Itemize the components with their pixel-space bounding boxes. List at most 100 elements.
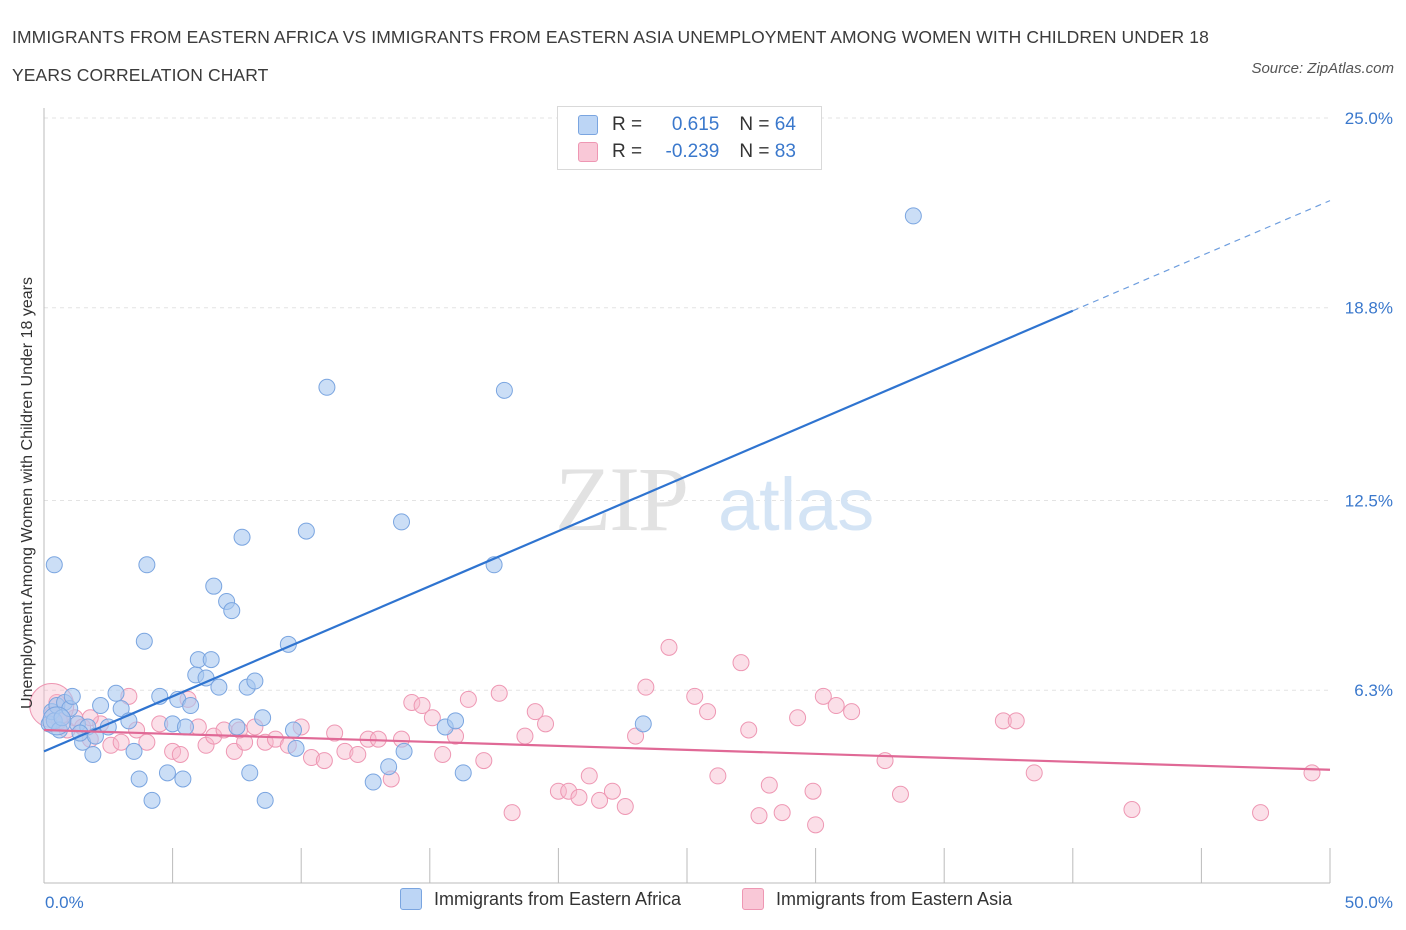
eastern-asia-point xyxy=(843,703,861,721)
y-tick-label: 25.0% xyxy=(1345,109,1393,128)
eastern-africa-point xyxy=(228,718,246,736)
eastern-asia-point xyxy=(807,816,825,834)
eastern-asia-point xyxy=(423,709,441,727)
chart-title: IMMIGRANTS FROM EASTERN AFRICA VS IMMIGR… xyxy=(12,27,1209,85)
eastern-africa-point xyxy=(125,742,143,760)
eastern-africa-point xyxy=(495,381,513,399)
eastern-asia-point xyxy=(256,733,274,751)
axes xyxy=(43,108,1331,884)
eastern-asia-point xyxy=(503,804,521,822)
eastern-asia-point xyxy=(827,697,845,715)
eastern-asia-point xyxy=(326,724,344,742)
eastern-asia-point xyxy=(403,693,421,711)
eastern-asia-point xyxy=(627,727,645,745)
eastern-asia-point xyxy=(699,703,717,721)
eastern-asia-point xyxy=(516,727,534,745)
eastern-asia-point xyxy=(760,776,778,794)
legend-r-label: R = xyxy=(612,114,648,135)
eastern-asia-point xyxy=(804,782,822,800)
legend-row-eastern-africa: R = 0.615 N = 64 xyxy=(578,112,796,138)
eastern-africa-point xyxy=(380,758,398,776)
eastern-africa-point xyxy=(205,577,223,595)
eastern-asia-point xyxy=(549,782,567,800)
eastern-africa-point xyxy=(130,770,148,788)
watermark-atlas: atlas xyxy=(718,463,874,546)
watermark: ZIP atlas xyxy=(555,448,874,550)
series-legend: Immigrants from Eastern Africa Immigrant… xyxy=(0,888,1406,916)
eastern-africa-point xyxy=(138,556,156,574)
x-tick-label: 0.0% xyxy=(45,893,84,912)
eastern-africa-point xyxy=(158,764,176,782)
eastern-africa-point xyxy=(233,528,251,546)
eastern-asia-point xyxy=(459,690,477,708)
legend-label-eastern-africa: Immigrants from Eastern Africa xyxy=(434,888,682,909)
eastern-africa-point xyxy=(284,721,302,739)
legend-n-value: 64 xyxy=(774,114,796,135)
eastern-asia-point xyxy=(434,745,452,763)
eastern-asia-point xyxy=(570,788,588,806)
eastern-asia-point xyxy=(537,715,555,733)
eastern-asia-point xyxy=(413,697,431,715)
eastern-africa-point xyxy=(63,687,81,705)
eastern-asia-point xyxy=(789,709,807,727)
legend-label-eastern-asia: Immigrants from Eastern Asia xyxy=(776,888,1013,909)
eastern-asia-point xyxy=(112,733,130,751)
eastern-asia-point xyxy=(102,736,120,754)
eastern-asia-point xyxy=(1007,712,1025,730)
series-eastern-asia-points xyxy=(29,638,1321,834)
legend-n-value: 83 xyxy=(774,141,796,162)
eastern-africa-point xyxy=(297,522,315,540)
eastern-asia-point xyxy=(591,791,609,809)
eastern-africa-point xyxy=(112,700,130,718)
eastern-asia-point xyxy=(740,721,758,739)
legend-n-label: N = xyxy=(739,141,775,162)
eastern-asia-point xyxy=(637,678,655,696)
eastern-africa-point xyxy=(182,697,200,715)
legend-item-eastern-asia: Immigrants from Eastern Asia xyxy=(742,888,1012,910)
eastern-asia-point xyxy=(1025,764,1043,782)
y-tick-label: 6.3% xyxy=(1354,681,1393,700)
eastern-asia-point xyxy=(994,712,1012,730)
eastern-africa-point xyxy=(246,672,264,690)
tick-labels: 6.3% 12.5% 18.8% 25.0% 0.0% 50.0% xyxy=(45,109,1393,912)
eastern-africa-point xyxy=(92,697,110,715)
trend-line-eastern-africa xyxy=(43,309,1074,753)
eastern-africa-point xyxy=(395,742,413,760)
eastern-africa-point xyxy=(84,745,102,763)
legend-swatch-pink xyxy=(742,888,764,910)
eastern-asia-point xyxy=(616,798,634,815)
eastern-africa-point xyxy=(318,378,336,396)
eastern-asia-point xyxy=(891,785,909,803)
correlation-legend: R = 0.615 N = 64 R = -0.239 N = 83 xyxy=(557,106,822,170)
y-axis-label: Unemployment Among Women with Children U… xyxy=(19,277,36,709)
eastern-africa-point xyxy=(634,715,652,733)
series-eastern-africa-points xyxy=(40,207,922,809)
x-tick-label: 50.0% xyxy=(1345,893,1393,912)
eastern-africa-point xyxy=(287,739,305,757)
eastern-asia-point xyxy=(732,654,750,672)
legend-swatch-blue xyxy=(578,115,598,135)
y-tick-label: 12.5% xyxy=(1345,492,1393,511)
eastern-africa-point xyxy=(364,773,382,791)
eastern-asia-point xyxy=(773,804,791,822)
source-label: Source: ZipAtlas.com xyxy=(1251,60,1394,77)
eastern-africa-point xyxy=(393,513,411,531)
eastern-africa-point xyxy=(174,770,192,788)
legend-r-label: R = xyxy=(612,141,648,162)
eastern-africa-point xyxy=(904,207,922,225)
eastern-asia-point xyxy=(349,745,367,763)
eastern-africa-point xyxy=(202,651,220,669)
eastern-africa-point xyxy=(254,709,272,727)
eastern-africa-point xyxy=(241,764,259,782)
eastern-africa-point xyxy=(42,706,72,736)
legend-row-eastern-asia: R = -0.239 N = 83 xyxy=(578,139,796,165)
eastern-africa-point xyxy=(210,678,228,696)
eastern-asia-point xyxy=(1303,764,1321,782)
eastern-africa-point xyxy=(135,632,153,650)
eastern-asia-point xyxy=(560,782,578,800)
legend-swatch-pink xyxy=(578,142,598,162)
trend-line-eastern-africa-extension xyxy=(1072,200,1331,312)
eastern-asia-point xyxy=(490,684,508,702)
eastern-asia-point xyxy=(302,749,320,767)
eastern-africa-point xyxy=(454,764,472,782)
